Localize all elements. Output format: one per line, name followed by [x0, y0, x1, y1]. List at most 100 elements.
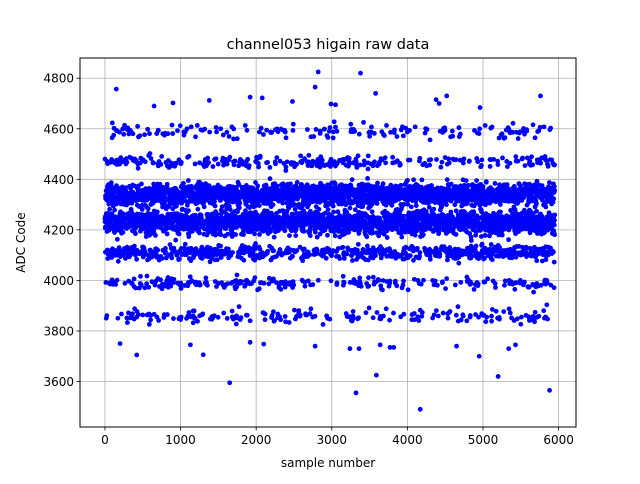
data-point: [159, 154, 164, 159]
data-point: [414, 203, 419, 208]
data-point: [333, 233, 338, 238]
data-point: [317, 207, 322, 212]
data-point: [361, 120, 366, 125]
data-point: [189, 124, 194, 129]
data-point: [313, 230, 318, 235]
data-point: [475, 159, 480, 164]
data-point: [456, 261, 461, 266]
data-point: [458, 132, 463, 137]
data-point: [263, 317, 268, 322]
data-point: [321, 322, 326, 327]
data-point: [454, 157, 459, 162]
data-point: [370, 209, 375, 214]
data-point: [186, 178, 191, 183]
data-point: [383, 155, 388, 160]
data-point: [177, 256, 182, 261]
data-point: [438, 165, 443, 170]
data-point: [388, 279, 393, 284]
data-point: [366, 153, 371, 158]
data-point: [467, 159, 472, 164]
data-point: [372, 131, 377, 136]
data-point: [130, 311, 135, 316]
data-point: [295, 180, 300, 185]
data-point: [227, 134, 232, 139]
data-point: [274, 155, 279, 160]
data-point: [283, 314, 288, 319]
data-point: [390, 155, 395, 160]
data-point: [456, 304, 461, 309]
data-point: [160, 256, 165, 261]
data-point: [421, 278, 426, 283]
data-point: [393, 279, 398, 284]
data-point: [233, 232, 238, 237]
data-point: [418, 250, 423, 255]
data-point: [417, 156, 422, 161]
data-point: [413, 233, 418, 238]
data-point: [464, 178, 469, 183]
data-point: [133, 231, 138, 236]
data-point: [171, 316, 176, 321]
data-point: [372, 159, 377, 164]
data-point: [381, 314, 386, 319]
data-point: [195, 207, 200, 212]
data-point: [385, 235, 390, 240]
data-point: [216, 315, 221, 320]
data-point: [331, 135, 336, 140]
data-point: [399, 183, 404, 188]
data-point: [121, 211, 126, 216]
data-point: [369, 125, 374, 130]
data-point: [401, 279, 406, 284]
data-point: [278, 317, 283, 322]
data-point: [411, 177, 416, 182]
data-point: [138, 274, 143, 279]
data-point: [115, 278, 120, 283]
data-point: [155, 210, 160, 215]
data-point: [413, 124, 418, 129]
data-point: [406, 287, 411, 292]
data-point: [135, 124, 140, 129]
data-point: [326, 135, 331, 140]
data-point: [293, 233, 298, 238]
data-point: [185, 126, 190, 131]
data-point: [227, 155, 232, 160]
data-point: [450, 134, 455, 139]
data-point: [313, 314, 318, 319]
data-point: [112, 208, 117, 213]
data-point: [446, 156, 451, 161]
data-point: [162, 194, 167, 199]
data-point: [287, 320, 292, 325]
data-point: [377, 278, 382, 283]
data-point: [121, 132, 126, 137]
data-point: [428, 137, 433, 142]
data-point: [325, 233, 330, 238]
data-point: [245, 157, 250, 162]
data-point: [401, 214, 406, 219]
data-point: [454, 313, 459, 318]
data-point: [347, 156, 352, 161]
data-point: [405, 178, 410, 183]
data-point: [469, 238, 474, 243]
data-point: [179, 201, 184, 206]
data-point: [472, 287, 477, 292]
data-point: [298, 313, 303, 318]
data-point: [335, 129, 340, 134]
data-point: [384, 306, 389, 311]
data-point: [149, 156, 154, 161]
data-point: [165, 312, 170, 317]
data-point: [132, 277, 137, 282]
data-point: [367, 134, 372, 139]
data-point: [333, 125, 338, 130]
data-point: [291, 283, 296, 288]
data-point: [183, 242, 188, 247]
data-point: [464, 318, 469, 323]
data-point: [169, 256, 174, 261]
data-point: [125, 320, 130, 325]
data-point: [205, 156, 210, 161]
data-point: [420, 177, 425, 182]
data-point: [356, 153, 361, 158]
data-point: [310, 282, 315, 287]
data-point: [202, 204, 207, 209]
data-point: [469, 281, 474, 286]
data-point: [348, 206, 353, 211]
